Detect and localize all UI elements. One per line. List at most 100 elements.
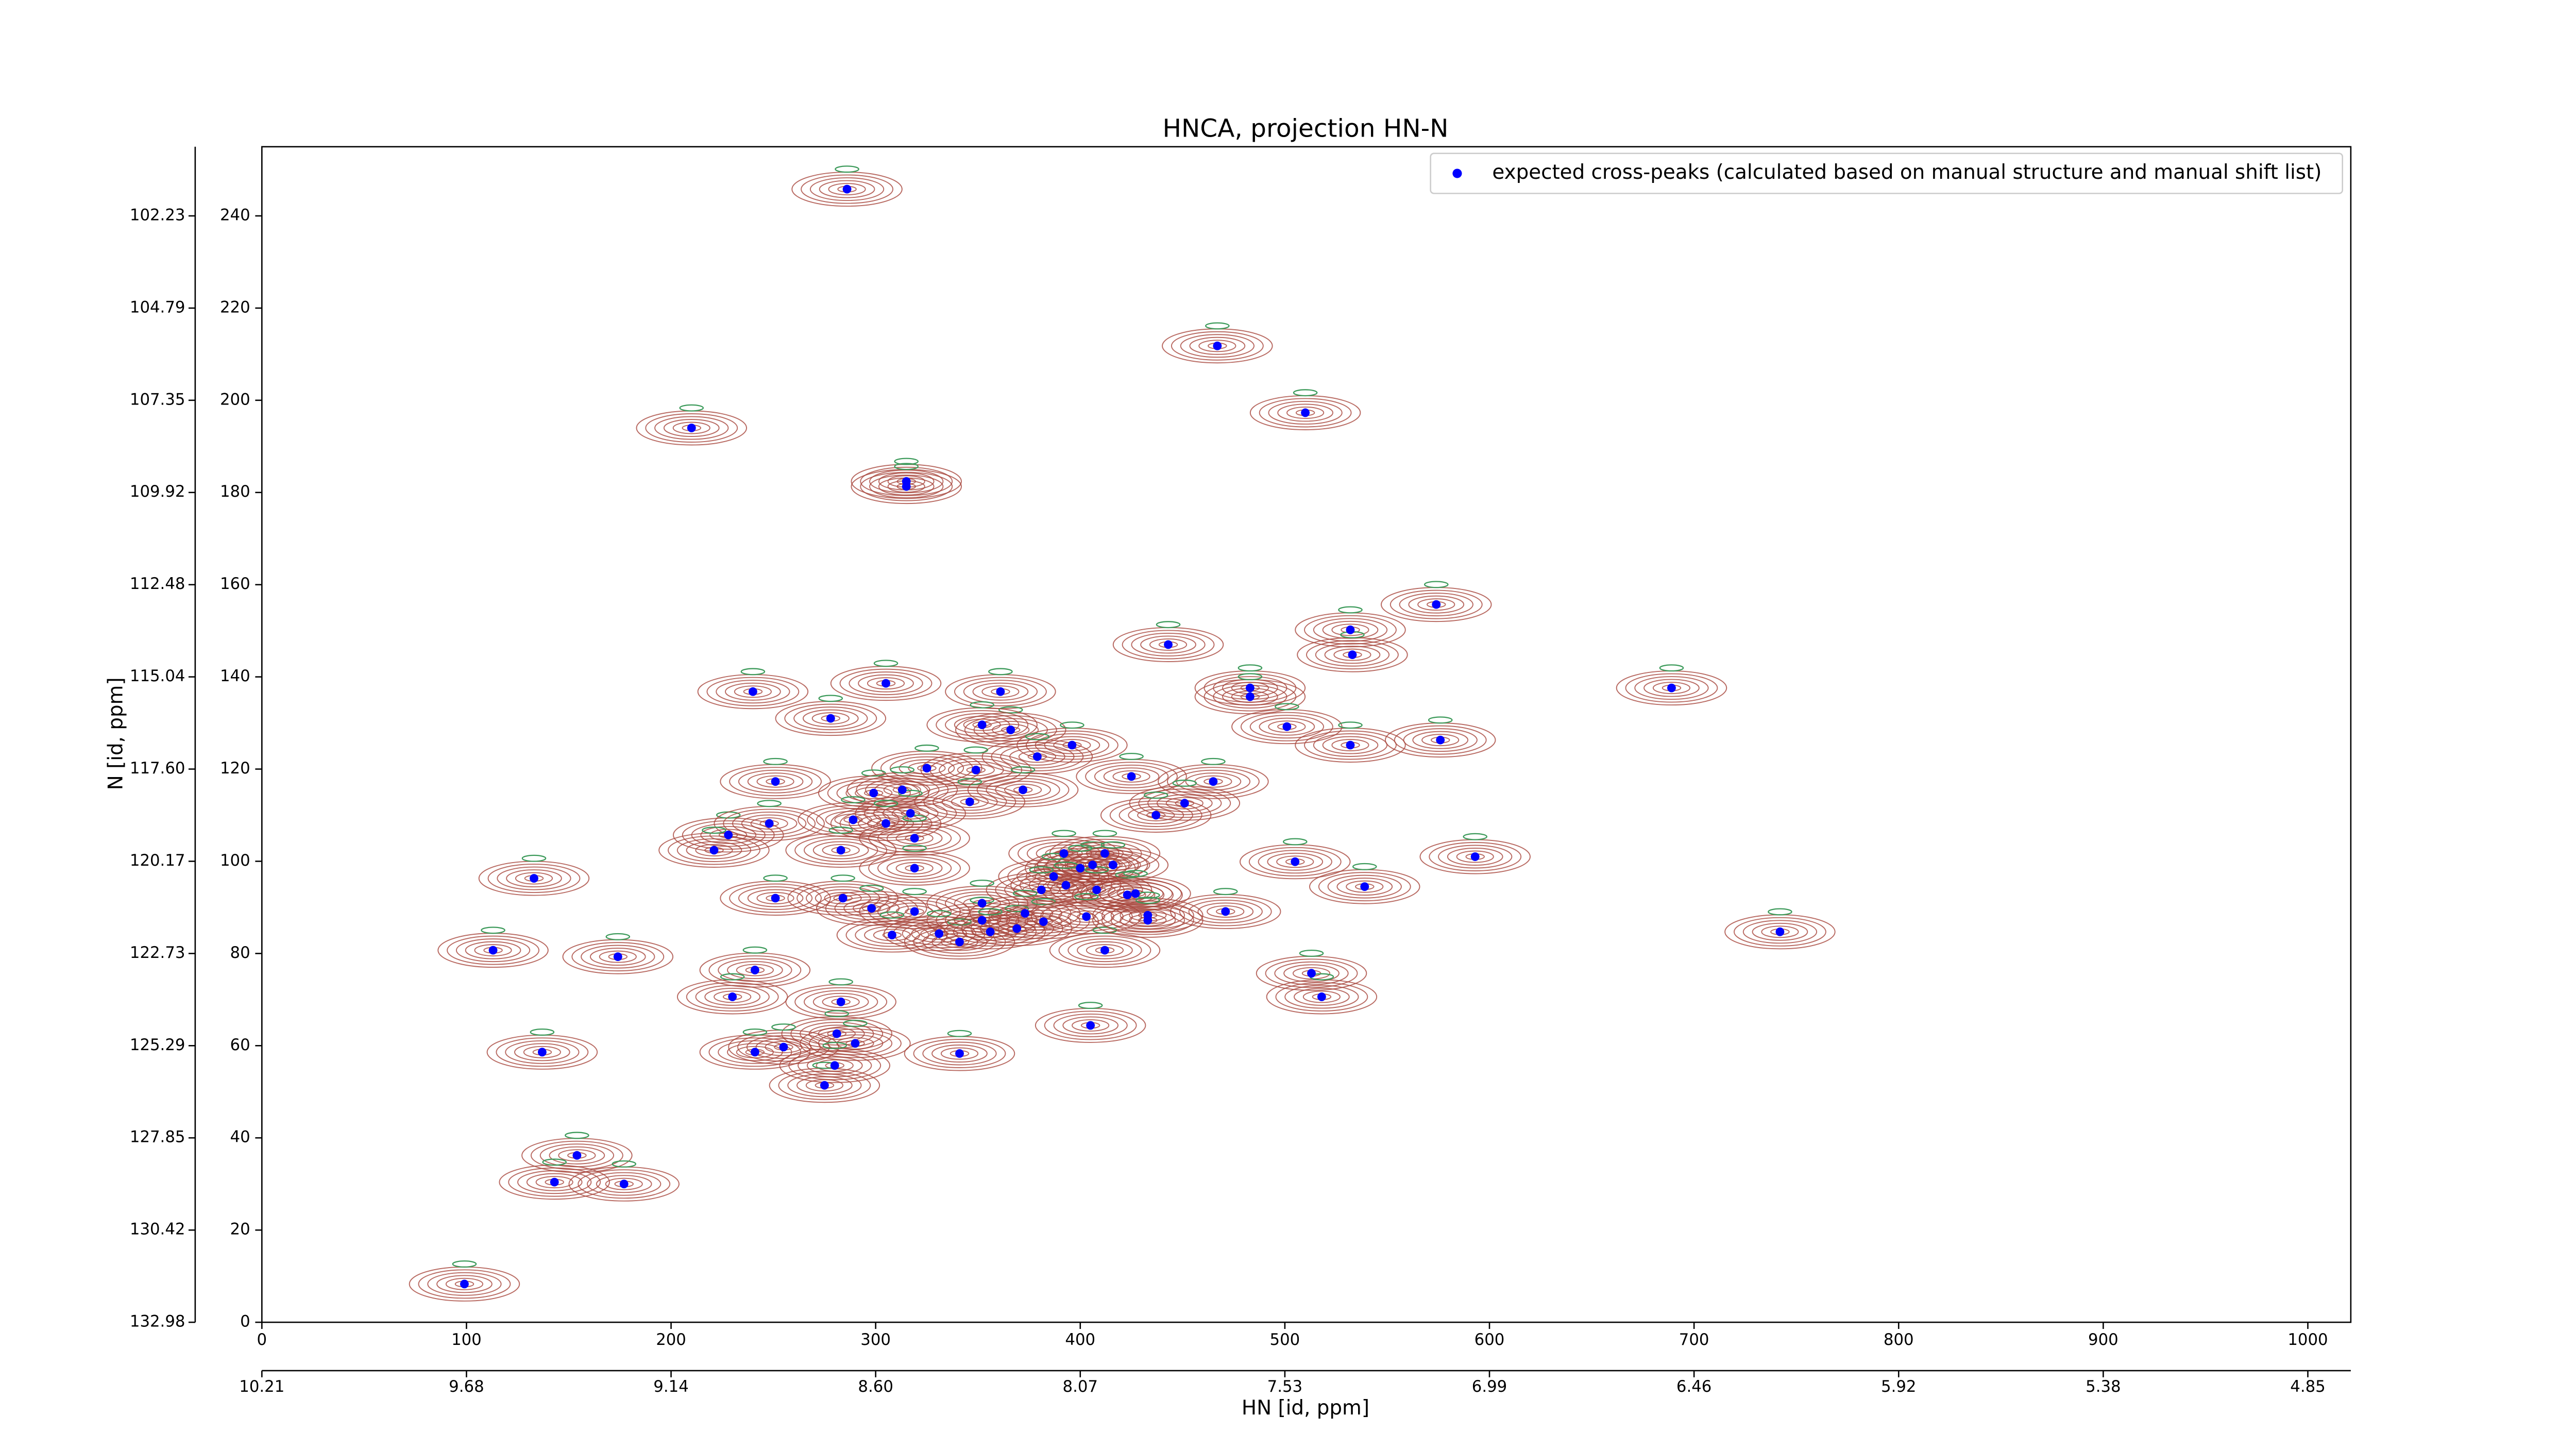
- peak-contour-negative: [894, 463, 919, 470]
- peak-contour: [549, 1146, 605, 1165]
- peak-contour: [954, 716, 1010, 734]
- x-ppm-tick-label: 9.14: [653, 1377, 688, 1396]
- legend-label: expected cross-peaks (calculated based o…: [1492, 161, 2321, 184]
- legend: expected cross-peaks (calculated based o…: [1430, 153, 2344, 194]
- cross-peak: [748, 687, 757, 696]
- cross-peak: [1108, 861, 1117, 870]
- peak-contour: [895, 862, 934, 874]
- peak-contour-negative: [740, 668, 766, 676]
- peak-contour: [756, 775, 794, 788]
- peak-contour: [839, 808, 933, 838]
- peak-contour-negative: [1768, 908, 1792, 916]
- peak-contour: [855, 787, 893, 800]
- peak-contour: [729, 767, 822, 797]
- cross-peak: [779, 1042, 788, 1052]
- peak-contour: [1315, 643, 1390, 667]
- peak-contour: [755, 1038, 812, 1056]
- peak-contour: [947, 761, 1004, 779]
- peak-contour: [1421, 734, 1460, 747]
- peak-contour: [1752, 922, 1808, 941]
- cross-peak: [460, 1279, 469, 1289]
- cross-peak: [771, 894, 780, 903]
- peak-contour: [849, 671, 923, 696]
- peak-contour: [802, 709, 859, 728]
- peak-contour: [1137, 809, 1175, 821]
- cross-peak: [750, 1048, 759, 1057]
- peak-contour: [793, 706, 868, 731]
- peak-contour: [995, 781, 1051, 799]
- cross-peak: [1059, 849, 1069, 858]
- peak-contour: [931, 1044, 988, 1063]
- peak-contour: [1292, 967, 1331, 980]
- peak-contour: [726, 1043, 783, 1062]
- peak-contour-negative: [757, 800, 782, 807]
- peak-contour: [1438, 845, 1513, 869]
- peak-contour: [1053, 739, 1091, 751]
- x-tick-label: 100: [451, 1330, 482, 1349]
- peak-contour: [514, 1043, 570, 1062]
- peak-contour-negative: [1060, 721, 1084, 729]
- peak-contour: [1198, 340, 1236, 352]
- peak-contour-negative: [947, 1030, 972, 1037]
- peak-contour: [1072, 1019, 1110, 1032]
- peak-contour: [436, 1275, 493, 1293]
- peak-contour: [889, 756, 964, 780]
- peak-contour: [1652, 682, 1691, 695]
- peak-contour: [725, 682, 781, 701]
- peak-contour: [784, 703, 877, 733]
- peak-contour: [964, 715, 1057, 745]
- peak-contour-negative: [902, 845, 927, 852]
- peak-contour: [868, 823, 961, 853]
- peak-contour: [868, 853, 961, 883]
- peak-contour-negative: [1238, 673, 1263, 681]
- peak-contour-negative: [1338, 606, 1363, 614]
- peak-contour: [877, 826, 952, 850]
- peak-contour: [869, 469, 944, 494]
- peak-contour: [945, 713, 1020, 737]
- cross-peak: [1092, 885, 1101, 895]
- peak-contour-negative: [1029, 866, 1054, 874]
- peak-contour-negative: [841, 796, 866, 804]
- y-tick-label: 120: [220, 759, 250, 778]
- peak-contour: [1025, 730, 1118, 760]
- peak-contour: [886, 859, 943, 878]
- y-ppm-tick-label: 122.73: [130, 943, 185, 962]
- y-tick-label: 240: [220, 206, 250, 224]
- peak-contour: [803, 990, 878, 1014]
- peak-contour: [1077, 941, 1133, 959]
- peak-contour: [1147, 791, 1222, 815]
- peak-contour-negative: [859, 884, 884, 892]
- cross-peak: [965, 797, 974, 806]
- peak-contour-negative: [1352, 863, 1377, 870]
- y-tick-label: 140: [220, 667, 250, 685]
- peak-contour-negative: [873, 660, 899, 667]
- peak-contour: [517, 1170, 592, 1194]
- legend-box: [1430, 153, 2344, 194]
- peak-contour-negative: [926, 910, 952, 918]
- peak-contour: [1248, 847, 1342, 877]
- cross-peak: [550, 1177, 559, 1187]
- y-ppm-tick-label: 109.92: [130, 482, 185, 501]
- peak-contour: [1742, 920, 1818, 944]
- peak-contour-negative: [835, 165, 859, 173]
- peak-contour-negative: [771, 1023, 796, 1031]
- peak-contour: [1389, 589, 1483, 619]
- peak-contour-negative: [1201, 757, 1226, 765]
- peak-contour: [867, 677, 905, 690]
- peak-contour: [849, 812, 923, 836]
- cross-peak: [830, 1061, 839, 1070]
- peak-contour-negative: [1299, 950, 1324, 957]
- peak-contour-negative: [970, 701, 994, 709]
- peak-contour-negative: [873, 800, 899, 807]
- peak-contour: [558, 1149, 596, 1162]
- cross-peak: [922, 764, 931, 773]
- peak-contour: [822, 844, 860, 856]
- peak-contour-negative: [978, 908, 1003, 916]
- peak-contour: [1394, 725, 1487, 755]
- y-tick-label: 20: [230, 1220, 250, 1239]
- peak-contour: [869, 475, 944, 499]
- peak-contour: [976, 775, 1070, 805]
- peak-contour: [581, 945, 655, 969]
- peak-contour-negative: [1119, 753, 1144, 760]
- peak-contour: [895, 832, 934, 845]
